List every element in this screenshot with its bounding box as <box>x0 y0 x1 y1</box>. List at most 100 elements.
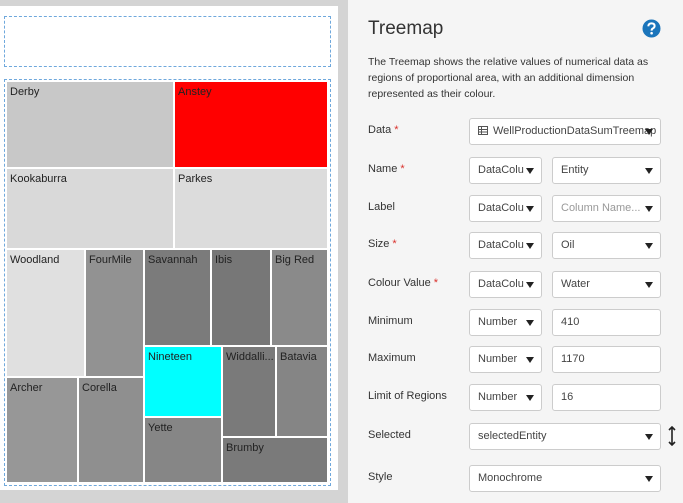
source-select[interactable]: DataColu <box>469 271 542 298</box>
select-text: DataColu <box>478 164 524 176</box>
canvas-card: Derby Anstey Kookaburra Parkes Woodland FourM… <box>0 6 338 490</box>
treemap-cell[interactable]: Brumby <box>222 437 328 483</box>
field-label: Limit of Regions <box>368 390 447 402</box>
source-select[interactable]: Number <box>469 384 542 411</box>
dropdown-arrow <box>526 243 534 249</box>
select-text: Number <box>478 316 518 328</box>
required-mark: * <box>400 163 405 175</box>
value-select[interactable]: Oil <box>552 232 661 259</box>
select-text: DataColu <box>478 278 524 290</box>
select-text: DataColu <box>478 239 524 251</box>
value-text: Entity <box>561 164 589 176</box>
resize-icon[interactable] <box>667 426 677 446</box>
cell-label: FourMile <box>89 254 132 266</box>
value-select[interactable]: Water <box>552 271 661 298</box>
treemap-cell[interactable]: Ibis <box>211 249 271 346</box>
treemap-cell[interactable]: Derby <box>6 81 174 168</box>
treemap-cell[interactable]: Yette <box>144 417 222 483</box>
select-text: Number <box>478 391 518 403</box>
dropdown-arrow <box>645 168 653 174</box>
canvas-area: Derby Anstey Kookaburra Parkes Woodland FourM… <box>0 0 348 503</box>
treemap-frame[interactable] <box>4 79 331 486</box>
value-select[interactable]: Column Name... <box>552 195 661 222</box>
field-label: Colour Value * <box>368 277 438 289</box>
cell-label: Batavia <box>280 351 317 363</box>
dropdown-arrow <box>645 434 653 440</box>
dropdown-arrow <box>526 206 534 212</box>
cell-label: Brumby <box>226 442 264 454</box>
dropdown-arrow <box>526 357 534 363</box>
treemap-cell[interactable]: Widdalli... <box>222 346 276 437</box>
dropdown-arrow <box>645 129 653 135</box>
treemap-cell[interactable]: Big Red <box>271 249 328 346</box>
value-text: 410 <box>561 316 580 328</box>
field-label: Data * <box>368 124 399 136</box>
value-text: Monochrome <box>478 472 543 484</box>
dropdown-arrow <box>645 282 653 288</box>
label-text: Maximum <box>368 352 416 364</box>
cell-label: Archer <box>10 382 43 394</box>
treemap-cell[interactable]: Archer <box>6 377 78 483</box>
treemap-cell[interactable]: Kookaburra <box>6 168 174 249</box>
panel-title: Treemap <box>368 18 444 39</box>
cell-label: Big Red <box>275 254 315 266</box>
source-select[interactable]: DataColu <box>469 157 542 184</box>
value-select[interactable]: Monochrome <box>469 465 661 492</box>
value-select[interactable]: Entity <box>552 157 661 184</box>
field-label: Name * <box>368 163 405 175</box>
value-select[interactable]: WellProductionDataSumTreemap <box>469 118 661 145</box>
treemap-cell[interactable]: Nineteen <box>144 346 222 417</box>
treemap-cell[interactable]: Parkes <box>174 168 328 249</box>
value-text: 1170 <box>561 353 585 365</box>
select-text: DataColu <box>478 202 524 214</box>
treemap-cell[interactable]: Woodland <box>6 249 85 377</box>
dropdown-arrow <box>526 168 534 174</box>
field-label: Size * <box>368 238 397 250</box>
treemap-cell[interactable]: FourMile <box>85 249 144 377</box>
value-text: selectedEntity <box>478 430 547 442</box>
field-label: Style <box>368 471 392 483</box>
select-text: Number <box>478 353 518 365</box>
source-select[interactable]: Number <box>469 346 542 373</box>
dropdown-arrow <box>645 476 653 482</box>
source-select[interactable]: DataColu <box>469 232 542 259</box>
cell-label: Nineteen <box>148 351 193 363</box>
table-icon <box>478 126 488 135</box>
field-label: Label <box>368 201 395 213</box>
value-input[interactable]: 1170 <box>552 346 661 373</box>
value-input[interactable]: 410 <box>552 309 661 336</box>
dropdown-arrow <box>526 320 534 326</box>
cell-label: Widdalli... <box>226 351 274 363</box>
dropdown-arrow <box>645 243 653 249</box>
value-text: WellProductionDataSumTreemap <box>493 125 657 137</box>
value-input[interactable]: 16 <box>552 384 661 411</box>
dropdown-arrow <box>526 395 534 401</box>
dropdown-arrow <box>645 206 653 212</box>
value-text: Oil <box>561 239 575 251</box>
value-text: Water <box>561 278 590 290</box>
source-select[interactable]: DataColu <box>469 195 542 222</box>
label-text: Selected <box>368 429 411 441</box>
description-line: represented as their colour. <box>368 88 496 100</box>
value-select[interactable]: selectedEntity <box>469 423 661 450</box>
cell-label: Parkes <box>178 173 213 185</box>
settings-panel: Treemap The Treemap shows the relative v… <box>348 0 683 503</box>
field-label: Minimum <box>368 315 413 327</box>
label-text: Limit of Regions <box>368 390 447 402</box>
treemap-cell[interactable]: Corella <box>78 377 144 483</box>
placeholder: Column Name... <box>561 202 641 214</box>
required-mark: * <box>394 124 399 136</box>
label-text: Size <box>368 238 390 250</box>
treemap-cell[interactable]: Anstey <box>174 81 328 168</box>
empty-placeholder[interactable] <box>4 16 331 67</box>
treemap-cell[interactable]: Savannah <box>144 249 211 346</box>
treemap-cell[interactable]: Batavia <box>276 346 328 437</box>
required-mark: * <box>433 277 439 289</box>
value-text: 16 <box>561 391 574 403</box>
label-text: Colour Value <box>368 277 431 289</box>
description-line: The Treemap shows the relative values of… <box>368 56 649 68</box>
source-select[interactable]: Number <box>469 309 542 336</box>
help-icon[interactable] <box>642 19 661 38</box>
description-line: regions of proportional area, with an ad… <box>368 72 635 84</box>
cell-label: Derby <box>10 86 40 98</box>
